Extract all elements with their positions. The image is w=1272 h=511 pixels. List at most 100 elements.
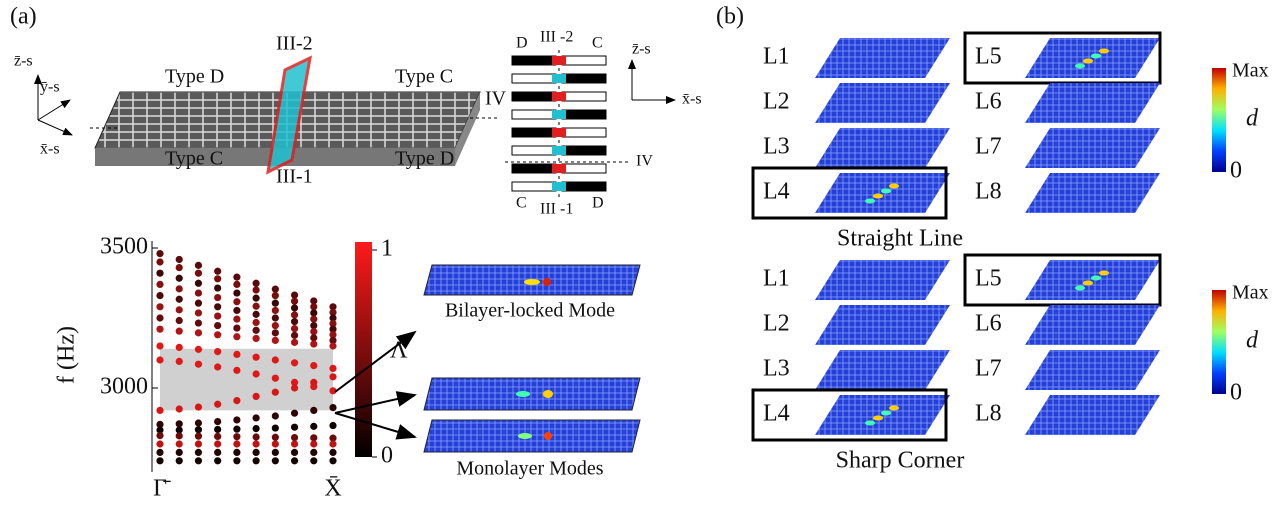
band-point xyxy=(176,440,183,447)
y-tick-label: 3000 xyxy=(100,374,148,400)
field-spot xyxy=(865,421,875,426)
band-point xyxy=(156,440,163,447)
band-point xyxy=(329,342,336,349)
schematic-bar xyxy=(562,110,606,119)
band-point xyxy=(272,322,279,329)
band-point xyxy=(214,440,221,447)
band-point xyxy=(195,262,202,269)
field-spot xyxy=(1091,54,1101,59)
band-point xyxy=(156,250,163,257)
label: III -1 xyxy=(540,201,573,218)
colorbar-min: 0 xyxy=(1230,380,1242,406)
band-point xyxy=(272,337,279,344)
band-point xyxy=(253,280,260,287)
schematic-dot xyxy=(552,128,566,137)
band-point xyxy=(253,311,260,318)
band-point xyxy=(253,303,260,310)
schematic xyxy=(505,50,675,200)
band-point xyxy=(272,434,279,441)
y-axis-title: f (Hz) xyxy=(54,326,80,384)
layer-plate xyxy=(1025,260,1160,300)
band-point xyxy=(291,359,298,366)
schematic-bar xyxy=(512,182,556,191)
band-point xyxy=(291,449,298,456)
band-point xyxy=(291,434,298,441)
band-point xyxy=(253,457,260,464)
band-point xyxy=(291,325,298,332)
colorbar xyxy=(355,242,372,457)
band-point xyxy=(156,432,163,439)
field-spot xyxy=(881,189,891,194)
band-point xyxy=(233,333,240,340)
band-point xyxy=(253,286,260,293)
colorbar-max: Max xyxy=(1232,282,1269,304)
band-point xyxy=(233,457,240,464)
field-spot xyxy=(1083,281,1093,286)
band-point xyxy=(214,426,221,433)
band-point xyxy=(233,449,240,456)
schematic-bar xyxy=(562,128,606,137)
band-point xyxy=(310,449,317,456)
band-point xyxy=(156,407,163,414)
band-point xyxy=(195,280,202,287)
band-point xyxy=(253,440,260,447)
band-point xyxy=(291,304,298,311)
layer-label: L6 xyxy=(975,311,1002,337)
band-point xyxy=(176,256,183,263)
band-point xyxy=(214,322,221,329)
band-point xyxy=(156,270,163,277)
band-point xyxy=(233,433,240,440)
band-point xyxy=(272,389,279,396)
band-point xyxy=(214,268,221,275)
field-spot xyxy=(873,416,883,421)
field-spot xyxy=(881,411,891,416)
y-tick-label: 3500 xyxy=(100,234,148,260)
label: Type C xyxy=(395,66,453,88)
layer-label: L5 xyxy=(975,44,1002,70)
band-point xyxy=(176,317,183,324)
band-point xyxy=(310,379,317,386)
band-point xyxy=(176,344,183,351)
mode-thumbnails xyxy=(335,265,640,452)
band-point xyxy=(310,316,317,323)
layer-label: L2 xyxy=(763,89,790,115)
band-point xyxy=(310,334,317,341)
panel-title: Straight Line xyxy=(837,226,963,252)
band-point xyxy=(214,284,221,291)
band-point xyxy=(195,346,202,353)
field-spot xyxy=(1099,49,1109,54)
band-point xyxy=(291,291,298,298)
band-point xyxy=(291,457,298,464)
schematic-bar xyxy=(562,164,606,173)
band-point xyxy=(214,363,221,370)
band-point xyxy=(233,324,240,331)
band-point xyxy=(272,286,279,293)
band-point xyxy=(291,339,298,346)
layer-label: L8 xyxy=(975,179,1002,205)
band-gap xyxy=(160,349,333,411)
band-point xyxy=(176,306,183,313)
schematic-dot xyxy=(552,74,566,83)
band-point xyxy=(310,457,317,464)
band-point xyxy=(195,319,202,326)
band-point xyxy=(291,311,298,318)
band-point xyxy=(156,457,163,464)
label: III -2 xyxy=(540,29,573,46)
band-point xyxy=(272,307,279,314)
schematic-dot xyxy=(552,56,566,65)
layer-label: L3 xyxy=(763,356,790,382)
band-point xyxy=(214,331,221,338)
band-point xyxy=(291,384,298,391)
band-point xyxy=(272,440,279,447)
band-point xyxy=(156,314,163,321)
layer-plate xyxy=(815,350,950,390)
band-point xyxy=(195,361,202,368)
band-point xyxy=(176,275,183,282)
band-point xyxy=(329,373,336,380)
x-tick-label: Γ̄ xyxy=(153,476,171,502)
band-point xyxy=(233,289,240,296)
band-point xyxy=(253,295,260,302)
schematic-bar xyxy=(512,164,556,173)
band-point xyxy=(176,405,183,412)
